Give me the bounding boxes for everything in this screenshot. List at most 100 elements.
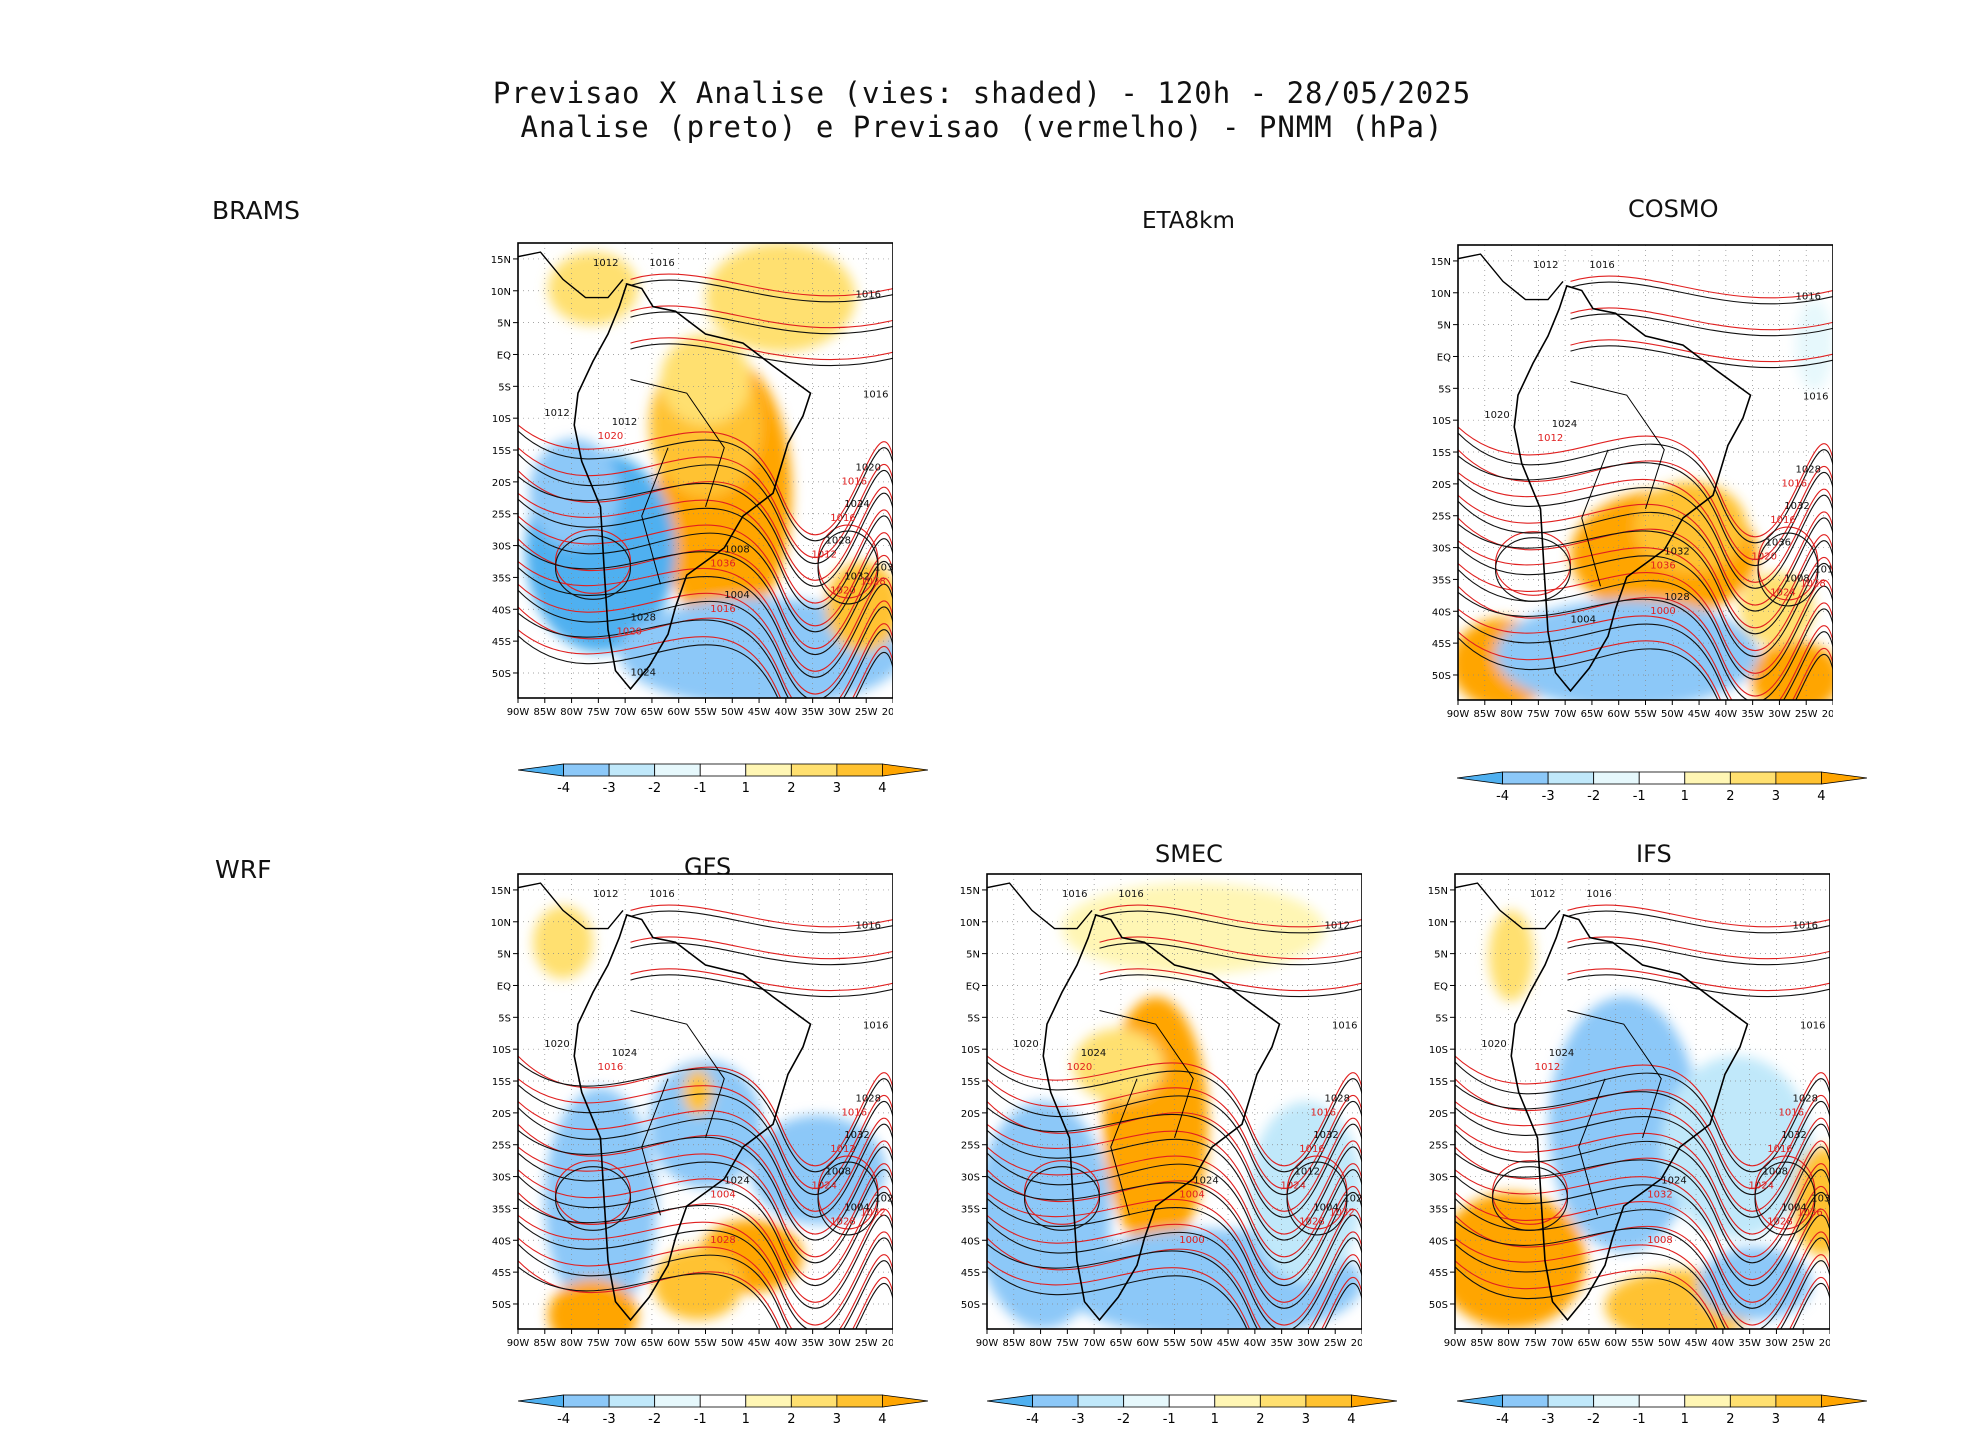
forecast-isobar-label: 1016 <box>1782 479 1807 490</box>
latitude-tick-label: 35S <box>492 573 511 584</box>
colorbar-tick-label: -3 <box>1072 1412 1085 1427</box>
colorbar-tick-label: 3 <box>1302 1412 1310 1427</box>
latitude-tick-label: 25S <box>961 1141 980 1152</box>
bias-area <box>660 334 751 425</box>
longitude-tick-label: 30W <box>1768 709 1791 720</box>
forecast-isobar-label: 1016 <box>598 1062 623 1073</box>
colorbar-swatch <box>745 1394 792 1408</box>
longitude-tick-label: 65W <box>1110 1338 1133 1349</box>
colorbar-tick-label: 4 <box>878 1412 886 1427</box>
colorbar-swatch <box>836 763 883 777</box>
latitude-tick-label: 35S <box>961 1204 980 1215</box>
south-america-coastline <box>1513 284 1752 693</box>
analysis-isobar-label: 1032 <box>1811 1194 1830 1205</box>
analysis-isobar-label: 1024 <box>612 1048 637 1059</box>
analysis-isobar-label: 1016 <box>863 1021 888 1032</box>
latitude-tick-label: 10N <box>491 287 511 298</box>
latitude-tick-label: 15N <box>1431 257 1451 268</box>
latitude-tick-label: 50S <box>492 669 511 680</box>
bias-area <box>1073 1028 1164 1102</box>
longitude-tick-label: 35W <box>1270 1338 1293 1349</box>
colorbar-swatch <box>1456 1394 1503 1408</box>
forecast-isobar-label: 1028 <box>710 1235 735 1246</box>
forecast-isobar-label: 1020 <box>830 586 855 597</box>
colorbar-tick-label: -1 <box>694 781 707 796</box>
latitude-tick-label: 5N <box>497 319 511 330</box>
longitude-tick-label: 65W <box>641 1338 664 1349</box>
colorbar-tick-label: -4 <box>1496 1412 1509 1427</box>
latitude-tick-label: 30S <box>1432 544 1451 555</box>
bias-area <box>1062 883 1325 975</box>
analysis-isobar-label: 1028 <box>826 535 851 546</box>
colorbar-swatch <box>1775 771 1822 785</box>
longitude-tick-label: 40W <box>775 707 798 718</box>
bias-area <box>1455 1192 1587 1329</box>
latitude-tick-label: 5S <box>1435 1013 1448 1024</box>
latitude-tick-label: 50S <box>961 1300 980 1311</box>
longitude-tick-label: 50W <box>1190 1338 1213 1349</box>
colorbar-swatch <box>790 1394 838 1408</box>
longitude-tick-label: 55W <box>1163 1338 1186 1349</box>
latitude-tick-label: 15S <box>1429 1077 1448 1088</box>
forecast-isobar-label: 1004 <box>710 1189 735 1200</box>
colorbar-swatch <box>1305 1394 1352 1408</box>
colorbar-swatch <box>1502 771 1549 785</box>
figure-title-line-1: Previsao X Analise (vies: shaded) - 120h… <box>492 76 1472 110</box>
analysis-isobar-label: 1004 <box>844 1203 869 1214</box>
colorbar-swatch <box>563 763 610 777</box>
colorbar-tick-label: 2 <box>1726 1412 1734 1427</box>
colorbar-tick-label: 3 <box>1772 789 1780 804</box>
brams-map-panel: 1012 1016 1016 1016 1012 1012 1020 1024 1028 1032… <box>468 235 893 720</box>
ifs-colorbar: -4 -3 -2 -1 1 2 3 4 <box>1456 1393 1868 1433</box>
analysis-isobar-label: 1012 <box>544 408 569 419</box>
analysis-isobar-label: 1024 <box>1661 1175 1686 1186</box>
forecast-isobar-label: 1012 <box>812 549 837 560</box>
latitude-tick-label: 10N <box>960 918 980 929</box>
south-america-coastline <box>573 282 812 691</box>
analysis-isobar-label: 1004 <box>1781 1203 1806 1214</box>
forecast-isobar-label: 1016 <box>830 513 855 524</box>
latitude-tick-label: 5S <box>498 1013 511 1024</box>
analysis-isobar-label: 1016 <box>1118 889 1143 900</box>
latitude-tick-label: 25S <box>492 1141 511 1152</box>
latitude-tick-label: 15N <box>491 255 511 266</box>
longitude-tick-label: 50W <box>721 707 744 718</box>
analysis-isobar-label: 1036 <box>874 563 893 574</box>
colorbar-tick-label: -2 <box>1587 1412 1600 1427</box>
analysis-isobar-label: 1016 <box>1800 1021 1825 1032</box>
latitude-tick-label: 45S <box>492 1268 511 1279</box>
longitude-tick-label: 20W <box>1822 709 1833 720</box>
colorbar-swatch <box>699 763 747 777</box>
longitude-tick-label: 60W <box>1604 1338 1627 1349</box>
colorbar-swatch <box>745 763 792 777</box>
latitude-tick-label: 15N <box>1428 886 1448 897</box>
gfs-map-panel: 1012 1016 1016 1016 1020 1024 1028 1032 1008 1004… <box>468 866 893 1351</box>
longitude-tick-label: 45W <box>1685 1338 1708 1349</box>
forecast-isobar-label: 1016 <box>1299 1144 1324 1155</box>
latitude-tick-label: EQ <box>966 981 980 992</box>
ifs-map-panel: 1012 1016 1016 1016 1020 1024 1028 1032 1008 1004… <box>1405 866 1830 1351</box>
colorbar-swatch <box>836 1394 883 1408</box>
colorbar-swatch <box>1593 771 1640 785</box>
forecast-isobar-label: 1004 <box>1179 1189 1204 1200</box>
longitude-tick-label: 35W <box>801 1338 824 1349</box>
analysis-isobar-label: 1024 <box>1193 1175 1218 1186</box>
colorbar-swatch <box>517 763 564 777</box>
colorbar-swatch <box>790 763 838 777</box>
longitude-tick-label: 50W <box>1661 709 1684 720</box>
colorbar-tick-label: 1 <box>742 781 750 796</box>
forecast-isobar-label: 1000 <box>1179 1235 1204 1246</box>
latitude-tick-label: EQ <box>1437 352 1451 363</box>
latitude-tick-label: 30S <box>492 542 511 553</box>
longitude-tick-label: 50W <box>721 1338 744 1349</box>
analysis-isobar-label: 1020 <box>856 463 881 474</box>
colorbar-tick-label: 4 <box>1817 789 1825 804</box>
colorbar-tick-label: -1 <box>1633 1412 1646 1427</box>
latitude-tick-label: 30S <box>961 1173 980 1184</box>
south-america-coastline <box>1510 913 1749 1322</box>
latitude-tick-label: 45S <box>961 1268 980 1279</box>
longitude-tick-label: 35W <box>1741 709 1764 720</box>
smec-title: SMEC <box>1155 840 1223 868</box>
longitude-tick-label: 80W <box>1029 1338 1052 1349</box>
longitude-tick-label: 75W <box>587 707 610 718</box>
